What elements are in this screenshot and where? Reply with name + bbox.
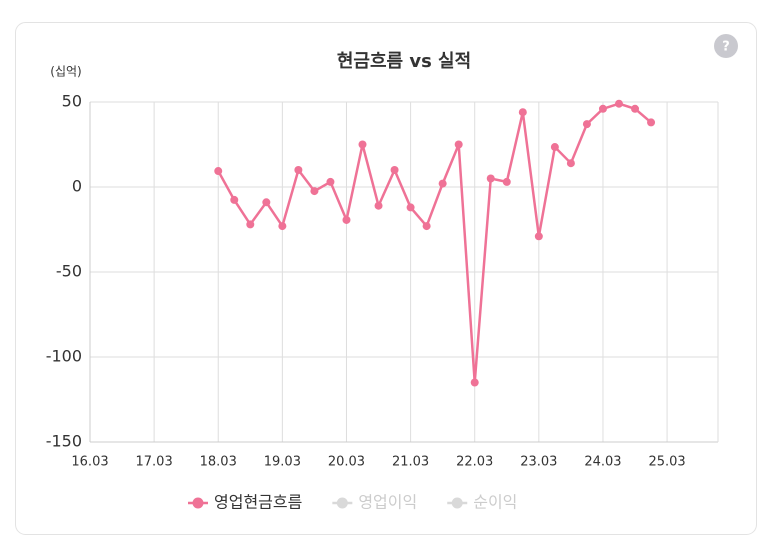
legend-marker[interactable] [192,497,204,509]
help-icon[interactable] [714,34,738,58]
data-point [390,166,399,174]
data-point [422,222,431,231]
card [15,22,757,535]
data-point [518,108,527,117]
data-point [438,179,447,188]
chart-title: 현금흐름 vs 실적 [337,51,471,72]
help-icon-label[interactable]: ? [722,40,730,55]
y-unit: (십억) [50,65,81,79]
series-line [217,102,652,383]
x-tick-label: 25.03 [648,455,685,470]
data-point [614,99,623,108]
data-point [566,159,575,168]
legend-label[interactable]: 순이익 [473,493,517,512]
y-tick-label: -50 [56,262,82,281]
data-point [582,120,591,129]
x-tick-label: 23.03 [520,455,557,470]
legend-label[interactable]: 영업현금흐름 [214,493,302,512]
x-tick-label: 17.03 [136,455,173,470]
x-tick-label: 24.03 [584,455,621,470]
data-point [326,177,335,186]
data-point [598,104,607,113]
data-point [470,378,479,387]
legend-label[interactable]: 영업이익 [358,493,417,512]
y-tick-label: 50 [62,92,82,111]
y-tick-label: -100 [46,347,82,366]
data-point [534,232,543,241]
data-point [550,143,559,152]
data-point [214,167,223,176]
data-point [310,187,319,196]
legend-marker[interactable] [336,497,348,509]
data-point [406,203,415,212]
y-tick-label: 0 [72,177,82,196]
data-point [358,140,367,149]
data-point [486,174,495,183]
x-tick-label: 20.03 [328,455,365,470]
data-point [246,220,255,229]
data-point [230,195,239,204]
y-tick-label: -150 [46,432,82,451]
data-point [294,166,303,174]
data-point [502,177,511,186]
data-point [631,104,640,113]
x-tick-label: 18.03 [200,455,237,470]
data-point [647,118,656,127]
x-tick-label: 16.03 [71,455,108,470]
data-point [262,198,271,207]
data-point [342,215,351,224]
data-point [374,201,383,210]
x-tick-label: 22.03 [456,455,493,470]
data-point [278,222,287,231]
x-tick-label: 21.03 [392,455,429,470]
x-tick-label: 19.03 [264,455,301,470]
legend-marker[interactable] [451,497,463,509]
data-point [454,140,463,149]
